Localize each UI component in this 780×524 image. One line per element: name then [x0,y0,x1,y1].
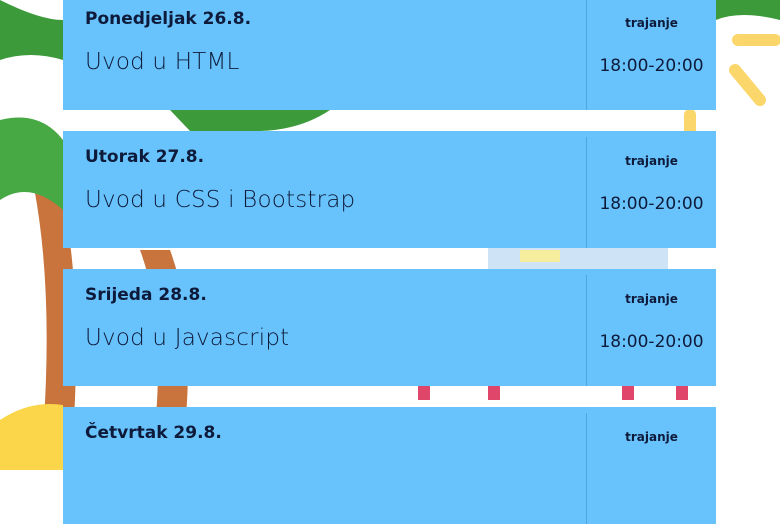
session-card: Ponedjeljak 26.8. Uvod u HTML trajanje 18:0… [63,0,716,110]
session-time: 18:00-20:00 [599,56,704,76]
session-day: Četvrtak 29.8. [85,423,222,443]
divider [586,413,587,524]
palm-leaf [170,110,330,131]
divider [586,137,587,248]
session-topic: Uvod u HTML [85,49,240,75]
duration-label: trajanje [625,16,678,30]
session-card: Srijeda 28.8. Uvod u Javascript trajanje 18… [63,269,716,386]
palm-leaf [716,0,780,20]
duration-label: trajanje [625,430,678,444]
sand [0,404,63,470]
session-day: Ponedjeljak 26.8. [85,9,252,29]
divider [586,275,587,386]
duration-label: trajanje [625,292,678,306]
session-day: Srijeda 28.8. [85,285,207,305]
session-topic: Uvod u Javascript [85,325,290,351]
session-card: Utorak 27.8. Uvod u CSS i Bootstrap trajan… [63,131,716,248]
session-time: 18:00-20:00 [599,194,704,214]
divider [586,0,587,110]
stripe [488,248,668,269]
duration-label: trajanje [625,154,678,168]
session-topic: Uvod u CSS i Bootstrap [85,187,356,213]
session-day: Utorak 27.8. [85,147,205,167]
session-time: 18:00-20:00 [599,332,704,352]
palm-trunk [20,130,77,470]
stripes [418,386,688,400]
palm-leaf [0,0,63,60]
stripe [520,250,560,262]
session-card: Četvrtak 29.8. trajanje [63,407,716,524]
palm-leaf [0,117,63,210]
